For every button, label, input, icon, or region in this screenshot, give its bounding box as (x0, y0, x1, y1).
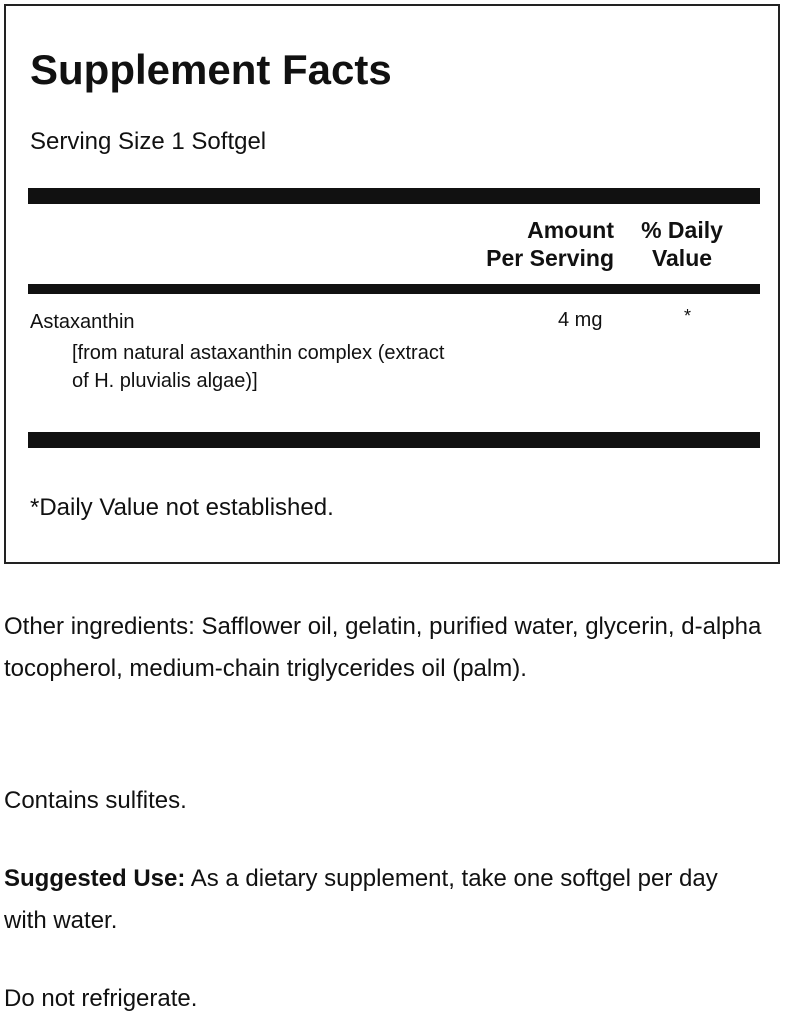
supplement-facts-panel: Supplement Facts Serving Size 1 Softgel … (4, 4, 780, 564)
suggested-use-text: As a dietary supplement, take one softge… (4, 865, 718, 934)
ingredient-amount: 4 mg (558, 309, 603, 331)
panel-title: Supplement Facts (30, 46, 392, 93)
amount-header: Amount Per Serving (486, 217, 614, 271)
ingredient-name: Astaxanthin (30, 311, 135, 333)
daily-value-header: % Daily Value (641, 217, 723, 271)
storage-note: Do not refrigerate. (4, 985, 198, 1012)
header-divider (28, 284, 760, 294)
serving-size: Serving Size 1 Softgel (30, 128, 267, 155)
suggested-use: Suggested Use: As a dietary supplement, … (4, 858, 724, 942)
thick-divider (28, 188, 760, 204)
ingredient-dv: * (684, 306, 692, 326)
ingredient-source: [from natural astaxanthin complex (extra… (72, 342, 445, 392)
suggested-use-label: Suggested Use: (4, 865, 186, 892)
footnote: *Daily Value not established. (30, 494, 334, 521)
contains-note: Contains sulfites. (4, 787, 187, 814)
thick-divider-bottom (28, 432, 760, 448)
other-ingredients: Other ingredients: Safflower oil, gelati… (4, 613, 762, 682)
